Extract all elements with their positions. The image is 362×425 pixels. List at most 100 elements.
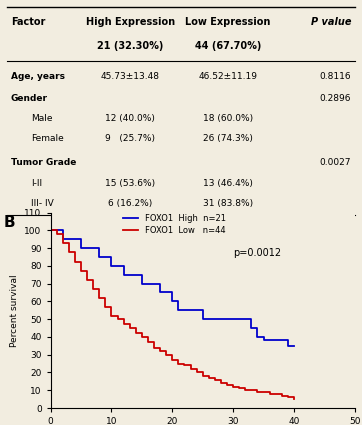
- Line: FOXO1  Low   n=44: FOXO1 Low n=44: [51, 230, 294, 399]
- FOXO1  High  n=21: [122, 272, 126, 277]
- FOXO1  High  n=21: [170, 299, 174, 304]
- FOXO1  High  n=21: [268, 338, 272, 343]
- FOXO1  High  n=21: [292, 343, 296, 348]
- FOXO1  High  n=21: [176, 308, 181, 313]
- FOXO1  High  n=21: [182, 308, 187, 313]
- FOXO1  High  n=21: [146, 281, 150, 286]
- FOXO1  High  n=21: [225, 317, 229, 322]
- FOXO1  Low   n=44: [188, 366, 193, 371]
- FOXO1  High  n=21: [97, 255, 101, 260]
- Text: Male: Male: [31, 113, 52, 123]
- FOXO1  High  n=21: [188, 308, 193, 313]
- FOXO1  Low   n=44: [146, 340, 150, 345]
- FOXO1  Low   n=44: [67, 249, 71, 254]
- FOXO1  High  n=21: [286, 343, 290, 348]
- FOXO1  High  n=21: [91, 246, 96, 251]
- FOXO1  High  n=21: [207, 317, 211, 322]
- FOXO1  Low   n=44: [274, 391, 278, 397]
- FOXO1  High  n=21: [79, 246, 83, 251]
- FOXO1  Low   n=44: [91, 286, 96, 292]
- Text: P value: P value: [311, 17, 351, 27]
- FOXO1  Low   n=44: [49, 228, 53, 233]
- FOXO1  High  n=21: [134, 272, 138, 277]
- FOXO1  Low   n=44: [201, 374, 205, 379]
- Text: 15 (53.6%): 15 (53.6%): [105, 178, 155, 188]
- FOXO1  Low   n=44: [140, 334, 144, 340]
- FOXO1  Low   n=44: [255, 389, 260, 394]
- FOXO1  High  n=21: [219, 317, 223, 322]
- FOXO1  Low   n=44: [152, 345, 156, 350]
- FOXO1  High  n=21: [231, 317, 235, 322]
- Text: Low Expression: Low Expression: [185, 17, 271, 27]
- FOXO1  Low   n=44: [79, 269, 83, 274]
- Y-axis label: Percent survival: Percent survival: [10, 274, 19, 346]
- FOXO1  Low   n=44: [237, 386, 241, 391]
- FOXO1  High  n=21: [243, 317, 248, 322]
- Text: III- IV: III- IV: [31, 199, 54, 208]
- FOXO1  High  n=21: [194, 308, 199, 313]
- Text: 9   (25.7%): 9 (25.7%): [105, 134, 155, 143]
- Text: 18 (60.0%): 18 (60.0%): [203, 113, 253, 123]
- FOXO1  High  n=21: [103, 255, 108, 260]
- Text: B: B: [4, 215, 15, 230]
- FOXO1  Low   n=44: [286, 395, 290, 400]
- FOXO1  Low   n=44: [243, 388, 248, 393]
- Text: 0.2896: 0.2896: [320, 94, 351, 103]
- Text: 31 (83.8%): 31 (83.8%): [203, 199, 253, 208]
- FOXO1  High  n=21: [55, 228, 59, 233]
- Text: 6 (16.2%): 6 (16.2%): [108, 199, 152, 208]
- Text: p=0.0012: p=0.0012: [233, 247, 281, 258]
- FOXO1  Low   n=44: [225, 382, 229, 388]
- Text: 45.73±13.48: 45.73±13.48: [101, 72, 160, 82]
- FOXO1  High  n=21: [49, 228, 53, 233]
- FOXO1  Low   n=44: [279, 393, 284, 398]
- FOXO1  Low   n=44: [292, 397, 296, 402]
- FOXO1  High  n=21: [152, 281, 156, 286]
- FOXO1  High  n=21: [115, 263, 120, 268]
- FOXO1  Low   n=44: [122, 322, 126, 327]
- FOXO1  Low   n=44: [158, 348, 162, 354]
- FOXO1  Low   n=44: [219, 380, 223, 385]
- FOXO1  High  n=21: [274, 338, 278, 343]
- FOXO1  Low   n=44: [109, 313, 114, 318]
- FOXO1  High  n=21: [279, 338, 284, 343]
- Text: Female: Female: [31, 134, 63, 143]
- FOXO1  Low   n=44: [73, 260, 77, 265]
- FOXO1  High  n=21: [255, 334, 260, 340]
- FOXO1  High  n=21: [140, 281, 144, 286]
- FOXO1  High  n=21: [249, 326, 253, 331]
- FOXO1  Low   n=44: [170, 357, 174, 363]
- FOXO1  Low   n=44: [85, 278, 89, 283]
- FOXO1  Low   n=44: [194, 370, 199, 375]
- FOXO1  Low   n=44: [213, 377, 217, 382]
- FOXO1  High  n=21: [73, 237, 77, 242]
- FOXO1  High  n=21: [164, 290, 168, 295]
- FOXO1  Low   n=44: [249, 388, 253, 393]
- FOXO1  Low   n=44: [261, 389, 266, 394]
- Legend: FOXO1  High  n=21, FOXO1  Low   n=44: FOXO1 High n=21, FOXO1 Low n=44: [122, 213, 228, 237]
- Text: 0.8116: 0.8116: [320, 72, 351, 82]
- FOXO1  High  n=21: [109, 263, 114, 268]
- Text: Gender: Gender: [11, 94, 48, 103]
- Text: 46.52±11.19: 46.52±11.19: [199, 72, 257, 82]
- FOXO1  High  n=21: [213, 317, 217, 322]
- FOXO1  High  n=21: [261, 338, 266, 343]
- FOXO1  High  n=21: [158, 290, 162, 295]
- FOXO1  High  n=21: [127, 272, 132, 277]
- FOXO1  Low   n=44: [164, 352, 168, 357]
- Text: Factor: Factor: [11, 17, 45, 27]
- Text: High Expression: High Expression: [86, 17, 175, 27]
- FOXO1  High  n=21: [61, 237, 65, 242]
- FOXO1  High  n=21: [201, 317, 205, 322]
- Text: 13 (46.4%): 13 (46.4%): [203, 178, 253, 188]
- Text: 12 (40.0%): 12 (40.0%): [105, 113, 155, 123]
- Text: 26 (74.3%): 26 (74.3%): [203, 134, 253, 143]
- Text: 44 (67.70%): 44 (67.70%): [195, 40, 261, 51]
- Text: Age, years: Age, years: [11, 72, 65, 82]
- FOXO1  Low   n=44: [55, 231, 59, 236]
- Line: FOXO1  High  n=21: FOXO1 High n=21: [51, 230, 294, 346]
- FOXO1  Low   n=44: [207, 375, 211, 380]
- FOXO1  Low   n=44: [97, 295, 101, 300]
- FOXO1  Low   n=44: [231, 384, 235, 389]
- FOXO1  High  n=21: [237, 317, 241, 322]
